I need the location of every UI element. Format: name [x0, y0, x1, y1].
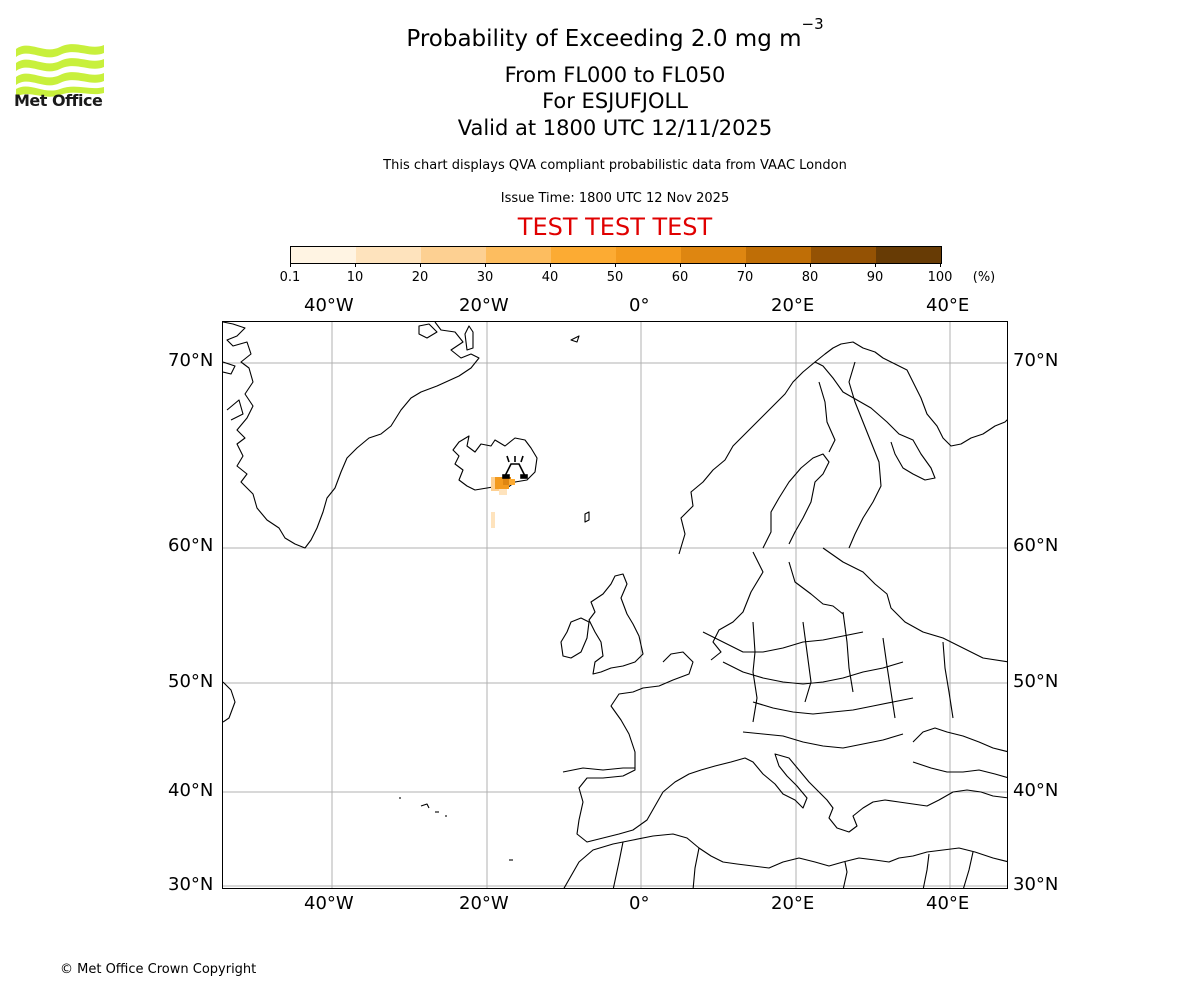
colorbar-tickmark [615, 263, 616, 267]
colorbar-bin-8 [811, 247, 876, 263]
colorbar-tickmark [810, 263, 811, 267]
colorbar-bin-7 [746, 247, 811, 263]
colorbar-bin-2 [421, 247, 486, 263]
valid-time: Valid at 1800 UTC 12/11/2025 [457, 116, 773, 140]
lat-label-right: 30°N [1013, 874, 1059, 895]
map-canvas [223, 322, 1007, 888]
colorbar-tickmark [745, 263, 746, 267]
lon-label-bottom: 0° [629, 893, 650, 914]
colorbar-bin-1 [356, 247, 421, 263]
greenland-coast [223, 322, 480, 549]
copyright-notice: © Met Office Crown Copyright [60, 962, 257, 977]
colorbar-tick-label: 100 [927, 270, 953, 285]
colorbar-tick-label: 80 [801, 270, 819, 285]
colorbar-tickmark [875, 263, 876, 267]
uk-coast [588, 573, 644, 675]
map-panel[interactable] [222, 321, 1008, 889]
colorbar-tick-label: 40 [541, 270, 559, 285]
colorbar-bin-4 [551, 247, 616, 263]
scandinavia-coast [678, 341, 1007, 555]
chart-description: This chart displays QVA compliant probab… [383, 158, 847, 173]
colorbar-tick-label: 50 [606, 270, 624, 285]
ash-plume [491, 477, 515, 528]
lat-label-right: 50°N [1013, 671, 1059, 692]
north-africa-coast [563, 833, 1007, 888]
colorbar-tick-label: 90 [866, 270, 884, 285]
colorbar-tick-label: 30 [476, 270, 494, 285]
lat-label-right: 60°N [1013, 535, 1059, 556]
colorbar-tick-label: 60 [671, 270, 689, 285]
lat-label-left: 30°N [168, 874, 214, 895]
colorbar-bin-5 [616, 247, 681, 263]
lon-label-top: 40°E [926, 295, 970, 316]
volcano-icon [502, 455, 528, 479]
lat-label-left: 40°N [168, 780, 214, 801]
lon-label-bottom: 40°E [926, 893, 970, 914]
lon-label-bottom: 40°W [304, 893, 354, 914]
lon-label-bottom: 20°E [771, 893, 815, 914]
lat-label-right: 40°N [1013, 780, 1059, 801]
colorbar-bin-9 [876, 247, 941, 263]
lat-label-right: 70°N [1013, 350, 1059, 371]
issue-time: Issue Time: 1800 UTC 12 Nov 2025 [500, 191, 730, 206]
colorbar-bin-3 [486, 247, 551, 263]
flight-level-range: From FL000 to FL050 [504, 63, 726, 87]
lon-label-top: 0° [629, 295, 650, 316]
met-office-logo-icon [16, 44, 104, 97]
lon-label-bottom: 20°W [459, 893, 509, 914]
colorbar [290, 246, 942, 264]
lon-label-top: 20°W [459, 295, 509, 316]
colorbar-tick-label: 20 [411, 270, 429, 285]
test-banner: TEST TEST TEST [517, 213, 713, 241]
colorbar-bin-6 [681, 247, 746, 263]
coastlines [223, 322, 1007, 888]
colorbar-tick-label: 10 [346, 270, 364, 285]
logo-text: Met Office [14, 91, 103, 110]
colorbar-unit-label: (%) [972, 270, 996, 285]
lat-label-left: 60°N [168, 535, 214, 556]
chart-title: Probability of Exceeding 2.0 mg m−3 [406, 15, 824, 53]
lon-label-top: 20°E [771, 295, 815, 316]
colorbar-tick-label: 70 [736, 270, 754, 285]
western-europe-coast [576, 651, 702, 843]
lon-label-top: 40°W [304, 295, 354, 316]
colorbar-tickmark [290, 263, 291, 267]
colorbar-tickmark [420, 263, 421, 267]
colorbar-tickmark [485, 263, 486, 267]
colorbar-tick-label: 0.1 [279, 270, 301, 285]
colorbar-tickmark [550, 263, 551, 267]
lat-label-left: 50°N [168, 671, 214, 692]
gridlines [223, 322, 1007, 888]
ireland-coast [560, 617, 590, 659]
lat-label-left: 70°N [168, 350, 214, 371]
colorbar-tickmark [940, 263, 941, 267]
iceland-coast [452, 435, 538, 491]
volcano-name: For ESJUFJOLL [542, 89, 688, 113]
colorbar-tickmark [355, 263, 356, 267]
colorbar-tickmark [680, 263, 681, 267]
colorbar-bin-0 [291, 247, 356, 263]
